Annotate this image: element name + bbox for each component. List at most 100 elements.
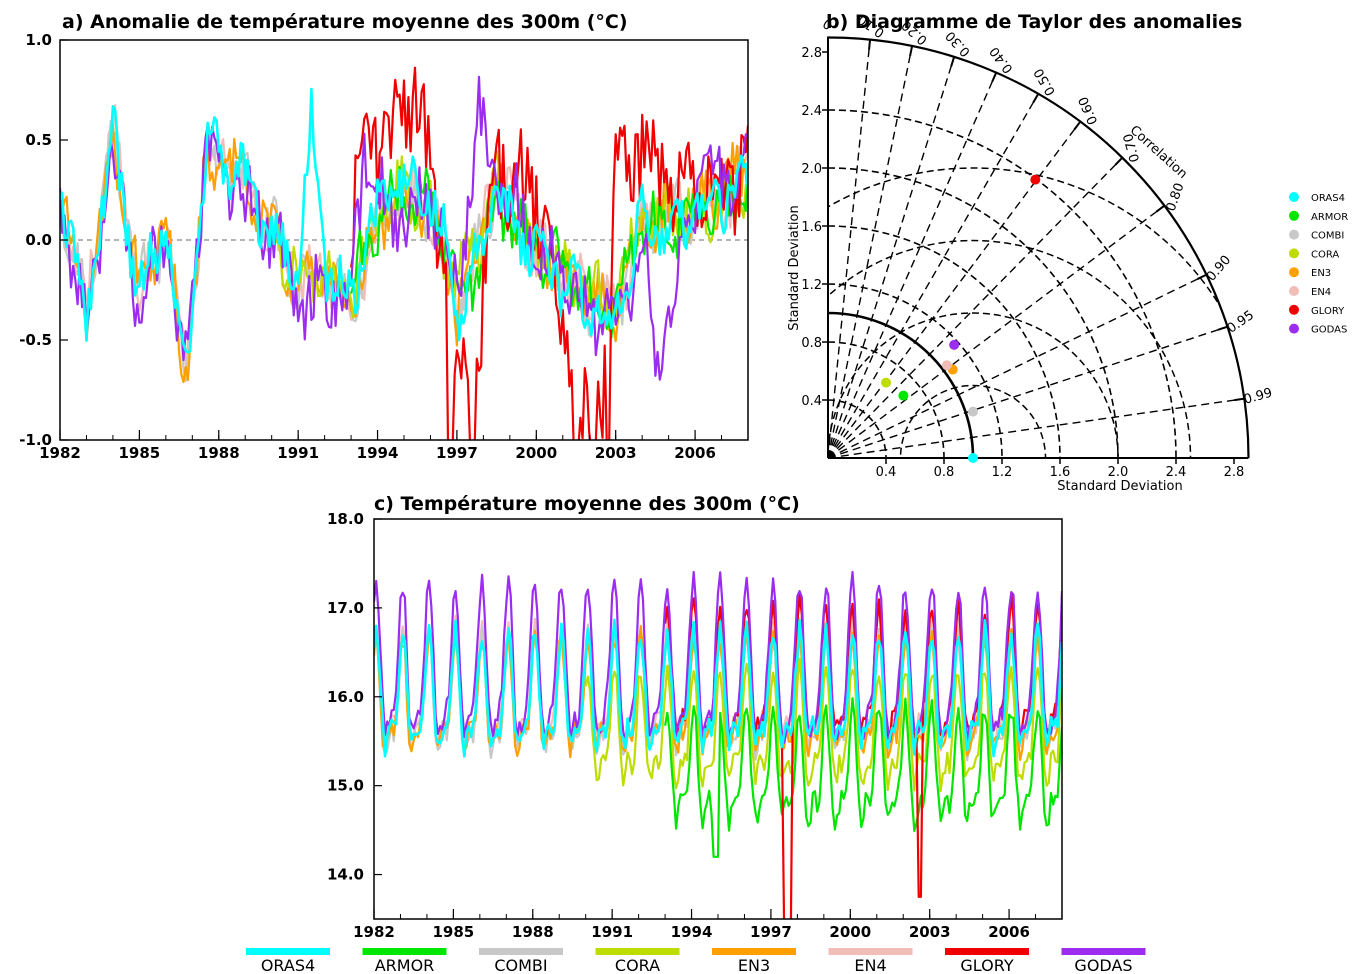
taylor-legend: ORAS4 ARMOR COMBI CORA EN3 EN4 GLORY GODAS — [1289, 192, 1348, 336]
panel-c-series-cora — [584, 657, 1062, 792]
panel-a-xtick-label: 1994 — [357, 444, 399, 462]
panel-b: b) Diagramme de Taylor des anomalies 0 0.… — [787, 11, 1348, 494]
taylor-correlation-line — [827, 45, 913, 459]
panel-a-ytick-label: -1.0 — [19, 431, 52, 449]
taylor-legend-label: GODAS — [1311, 325, 1347, 336]
taylor-point-en4 — [941, 360, 952, 371]
taylor-correlation-line — [827, 56, 955, 459]
legend-label: COMBI — [494, 956, 547, 974]
panel-a-title: a) Anomalie de température moyenne des 3… — [62, 11, 628, 33]
taylor-correlation-line — [827, 157, 1123, 459]
taylor-correlation-label: 0.99 — [1242, 386, 1274, 408]
legend-label: EN4 — [854, 956, 886, 974]
taylor-points — [881, 174, 1041, 463]
taylor-correlation-line — [827, 93, 1039, 459]
taylor-legend-marker-glory — [1289, 304, 1299, 315]
taylor-sd-arc — [827, 167, 1119, 459]
panel-c-lines — [374, 570, 1062, 919]
panel-a-ytick-label: 1.0 — [25, 31, 52, 49]
taylor-correlation-line — [827, 39, 871, 459]
taylor-sd-arc — [827, 341, 945, 459]
legend-swatch-oras4 — [246, 948, 330, 955]
panel-a-series-oras4 — [60, 87, 748, 354]
panel-a-ytick-label: 0.0 — [25, 231, 52, 249]
panel-c-xtick-label: 1982 — [353, 923, 395, 941]
taylor-outer-arc — [827, 36, 1250, 459]
taylor-xtick-label: 2.0 — [1108, 465, 1129, 480]
taylor-legend-marker-en4 — [1289, 286, 1299, 296]
panel-c-ytick-label: 14.0 — [327, 866, 364, 884]
bottom-legend: ORAS4 ARMOR COMBI CORA EN3 EN4 GLORY GODAS — [246, 948, 1146, 974]
panel-a-xtick-label: 1997 — [436, 444, 478, 462]
panel-c-xtick-label: 2006 — [988, 923, 1030, 941]
taylor-ytick-label: 2.0 — [801, 162, 822, 177]
taylor-point-armor — [898, 390, 909, 401]
legend-swatch-en3 — [712, 948, 796, 955]
panel-c-xtick-label: 2000 — [829, 923, 871, 941]
taylor-point-glory — [1030, 174, 1041, 185]
taylor-correlation-line — [827, 397, 1245, 459]
legend-label: ORAS4 — [261, 956, 315, 974]
panel-a-xtick-label: 1988 — [198, 444, 240, 462]
panel-a-xtick-label: 2006 — [674, 444, 716, 462]
taylor-sd-arc — [827, 283, 1003, 459]
taylor-correlation-line — [827, 326, 1228, 459]
taylor-reference-arc — [827, 311, 975, 459]
panel-c-series-godas — [374, 570, 1062, 744]
taylor-legend-marker-cora — [1289, 248, 1299, 259]
panel-c-series-oras4 — [374, 618, 1062, 758]
taylor-ytick-label: 1.6 — [801, 220, 822, 235]
taylor-xtick-label: 2.4 — [1166, 465, 1187, 480]
taylor-correlation-line — [827, 274, 1207, 459]
panel-c-xtick-label: 1991 — [591, 923, 633, 941]
panel-a-xtick-label: 2000 — [515, 444, 557, 462]
panel-a-lines — [60, 66, 748, 440]
panel-c-ytick-label: 18.0 — [327, 510, 364, 528]
taylor-point-godas — [949, 339, 960, 350]
taylor-correlation-line — [827, 205, 1165, 459]
taylor-xtick-label: 2.8 — [1224, 465, 1245, 480]
panel-b-title: b) Diagramme de Taylor des anomalies — [826, 11, 1242, 33]
taylor-ytick-label: 2.4 — [801, 104, 822, 119]
panel-c: c) Température moyenne des 300m (°C) 18.… — [327, 493, 1063, 941]
legend-swatch-en4 — [828, 948, 913, 955]
taylor-ytick-label: 1.2 — [801, 278, 822, 293]
taylor-point-oras4 — [968, 453, 978, 463]
panel-a-xtick-label: 1991 — [277, 444, 319, 462]
taylor-sd-arc — [827, 109, 1177, 459]
taylor-legend-marker-armor — [1289, 210, 1299, 221]
panel-c-ytick-label: 17.0 — [327, 599, 364, 617]
taylor-correlation-line — [827, 72, 997, 459]
panel-c-title: c) Température moyenne des 300m (°C) — [374, 493, 800, 515]
panel-c-xtick-label: 1994 — [671, 923, 713, 941]
panel-c-xtick-label: 1988 — [512, 923, 554, 941]
taylor-legend-label: EN4 — [1311, 287, 1331, 298]
taylor-xtick-label: 0.8 — [934, 465, 955, 480]
taylor-ytick-label: 2.8 — [801, 46, 822, 61]
taylor-xtick-label: 1.6 — [1050, 465, 1071, 480]
taylor-sd-arc — [827, 225, 1061, 459]
taylor-y-label: Standard Deviation — [787, 205, 802, 330]
taylor-ytick-label: 0.4 — [801, 394, 822, 409]
taylor-legend-label: ORAS4 — [1311, 193, 1345, 204]
taylor-legend-label: ARMOR — [1311, 212, 1348, 223]
taylor-legend-label: CORA — [1311, 249, 1339, 260]
taylor-correlation-label: 0.90 — [1204, 253, 1234, 285]
panel-a-ytick-label: -0.5 — [19, 331, 52, 349]
legend-swatch-cora — [595, 948, 680, 955]
legend-label: CORA — [615, 956, 660, 974]
panel-a-ytick-label: 0.5 — [25, 131, 52, 149]
panel-c-axes: 18.0 17.0 16.0 15.0 14.0 1982 1985 1988 1991 1994… — [327, 510, 1063, 941]
legend-label: GODAS — [1074, 956, 1132, 974]
taylor-ytick-label: 0.8 — [801, 336, 822, 351]
legend-swatch-godas — [1061, 948, 1146, 955]
taylor-legend-label: COMBI — [1311, 231, 1344, 242]
taylor-rms-circles — [828, 167, 1249, 458]
panel-c-ytick-label: 15.0 — [327, 777, 364, 795]
taylor-legend-label: EN3 — [1311, 268, 1331, 279]
taylor-legend-marker-godas — [1289, 323, 1299, 334]
taylor-grid: 0 0.10 0.20 0.300.400.500.600.700.800.900.9… — [801, 11, 1274, 480]
panel-a-xtick-label: 1982 — [39, 444, 81, 462]
